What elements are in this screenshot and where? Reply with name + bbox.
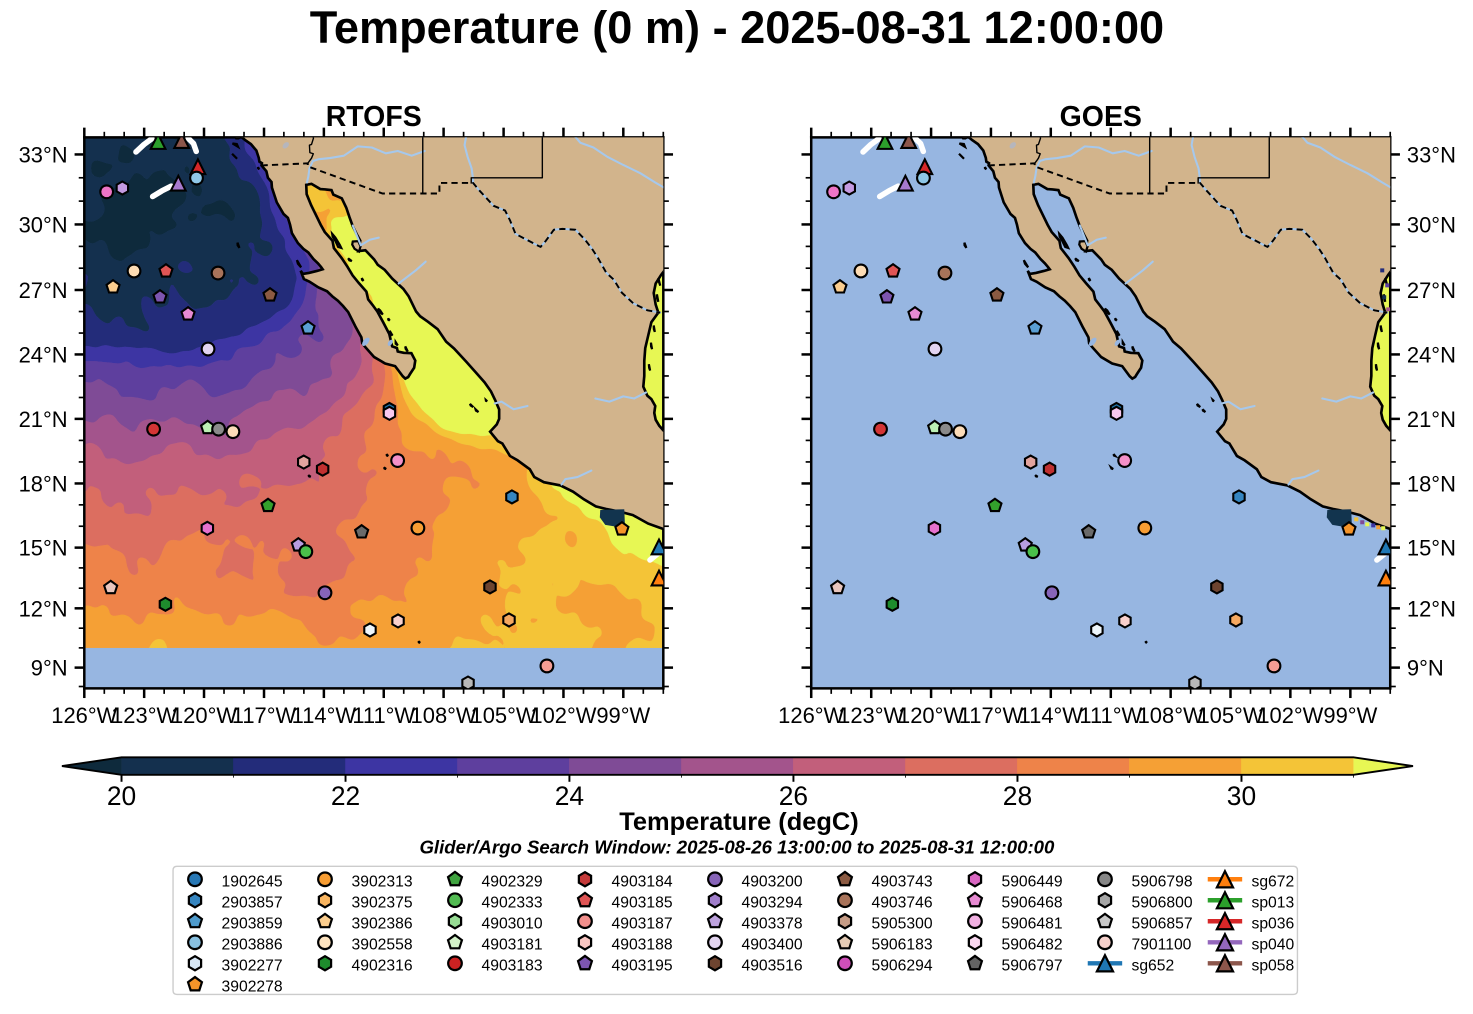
svg-text:4903294: 4903294 (741, 894, 802, 911)
svg-text:108°W: 108°W (411, 703, 477, 728)
svg-text:4903181: 4903181 (482, 937, 543, 954)
svg-text:5905300: 5905300 (871, 916, 932, 933)
svg-text:4903183: 4903183 (482, 958, 543, 975)
svg-text:4903516: 4903516 (741, 958, 802, 975)
svg-text:4903400: 4903400 (741, 937, 802, 954)
svg-text:102°W: 102°W (530, 703, 596, 728)
svg-text:27°N: 27°N (19, 278, 68, 303)
svg-text:102°W: 102°W (1257, 703, 1323, 728)
svg-text:33°N: 33°N (1407, 142, 1456, 167)
svg-text:105°W: 105°W (471, 703, 537, 728)
svg-text:20: 20 (107, 781, 136, 811)
svg-text:4902316: 4902316 (352, 958, 413, 975)
svg-text:2903859: 2903859 (222, 916, 283, 933)
svg-text:7901100: 7901100 (1131, 937, 1191, 954)
svg-text:4903195: 4903195 (612, 958, 673, 975)
svg-text:24: 24 (555, 781, 584, 811)
svg-text:120°W: 120°W (898, 703, 964, 728)
svg-text:GOES: GOES (1060, 101, 1142, 133)
svg-text:3902277: 3902277 (222, 958, 283, 975)
svg-text:RTOFS: RTOFS (326, 101, 422, 133)
svg-text:4903188: 4903188 (612, 937, 673, 954)
svg-text:99°W: 99°W (1323, 703, 1377, 728)
svg-text:5906482: 5906482 (1001, 937, 1062, 954)
svg-text:Glider/Argo Search Window: 202: Glider/Argo Search Window: 2025-08-26 13… (419, 837, 1055, 858)
svg-text:15°N: 15°N (1407, 536, 1456, 561)
svg-text:Temperature (0 m) - 2025-08-31: Temperature (0 m) - 2025-08-31 12:00:00 (310, 2, 1164, 53)
svg-text:5906800: 5906800 (1131, 894, 1192, 911)
svg-text:24°N: 24°N (19, 342, 68, 367)
svg-text:33°N: 33°N (19, 142, 68, 167)
svg-text:3902375: 3902375 (352, 894, 413, 911)
svg-text:4902333: 4902333 (482, 894, 543, 911)
svg-text:111°W: 111°W (1079, 703, 1142, 728)
svg-text:sp036: sp036 (1251, 916, 1294, 933)
svg-text:30°N: 30°N (19, 212, 68, 237)
svg-text:5906294: 5906294 (871, 958, 932, 975)
svg-text:15°N: 15°N (19, 536, 68, 561)
svg-text:18°N: 18°N (1407, 471, 1456, 496)
svg-text:114°W: 114°W (1019, 703, 1084, 728)
svg-text:126°W: 126°W (51, 703, 117, 728)
svg-text:123°W: 123°W (838, 703, 904, 728)
svg-text:sg672: sg672 (1251, 873, 1294, 890)
svg-text:sg652: sg652 (1131, 958, 1174, 975)
svg-text:117°W: 117°W (232, 703, 297, 728)
svg-text:sp040: sp040 (1251, 937, 1294, 954)
svg-text:sp058: sp058 (1251, 958, 1294, 975)
svg-text:12°N: 12°N (1407, 596, 1456, 621)
svg-text:105°W: 105°W (1197, 703, 1263, 728)
svg-text:27°N: 27°N (1407, 278, 1456, 303)
svg-text:5906468: 5906468 (1001, 894, 1062, 911)
svg-text:sp013: sp013 (1251, 894, 1294, 911)
svg-text:30°N: 30°N (1407, 212, 1456, 237)
svg-text:4903184: 4903184 (612, 873, 673, 890)
svg-text:9°N: 9°N (1407, 656, 1444, 681)
svg-text:5906481: 5906481 (1001, 916, 1062, 933)
svg-text:5906798: 5906798 (1131, 873, 1192, 890)
svg-text:3902313: 3902313 (352, 873, 413, 890)
svg-text:126°W: 126°W (778, 703, 844, 728)
svg-text:5906797: 5906797 (1001, 958, 1062, 975)
svg-text:4903378: 4903378 (741, 916, 802, 933)
svg-text:5906857: 5906857 (1131, 916, 1192, 933)
svg-text:12°N: 12°N (19, 596, 68, 621)
svg-text:111°W: 111°W (352, 703, 415, 728)
svg-text:4903743: 4903743 (871, 873, 932, 890)
svg-text:5906183: 5906183 (871, 937, 932, 954)
svg-text:120°W: 120°W (171, 703, 237, 728)
svg-text:22: 22 (331, 781, 360, 811)
svg-text:2903857: 2903857 (222, 894, 283, 911)
svg-text:9°N: 9°N (31, 656, 68, 681)
svg-text:4902329: 4902329 (482, 873, 543, 890)
svg-text:117°W: 117°W (959, 703, 1024, 728)
svg-text:4903185: 4903185 (612, 894, 673, 911)
svg-text:21°N: 21°N (1407, 407, 1456, 432)
svg-text:123°W: 123°W (111, 703, 177, 728)
svg-text:4903010: 4903010 (482, 916, 543, 933)
svg-text:26: 26 (779, 781, 808, 811)
svg-text:5906449: 5906449 (1001, 873, 1062, 890)
svg-text:99°W: 99°W (596, 703, 650, 728)
svg-text:30: 30 (1227, 781, 1256, 811)
svg-text:4903746: 4903746 (871, 894, 932, 911)
svg-text:2903886: 2903886 (222, 937, 283, 954)
svg-text:Temperature (degC): Temperature (degC) (619, 808, 859, 836)
svg-text:114°W: 114°W (292, 703, 357, 728)
svg-text:24°N: 24°N (1407, 342, 1456, 367)
svg-text:3902558: 3902558 (352, 937, 413, 954)
svg-text:18°N: 18°N (19, 471, 68, 496)
svg-text:108°W: 108°W (1138, 703, 1204, 728)
svg-text:28: 28 (1003, 781, 1032, 811)
svg-text:3902278: 3902278 (222, 979, 283, 996)
svg-text:21°N: 21°N (19, 407, 68, 432)
svg-text:3902386: 3902386 (352, 916, 413, 933)
svg-text:1902645: 1902645 (222, 873, 283, 890)
svg-text:4903187: 4903187 (612, 916, 673, 933)
svg-text:4903200: 4903200 (741, 873, 802, 890)
